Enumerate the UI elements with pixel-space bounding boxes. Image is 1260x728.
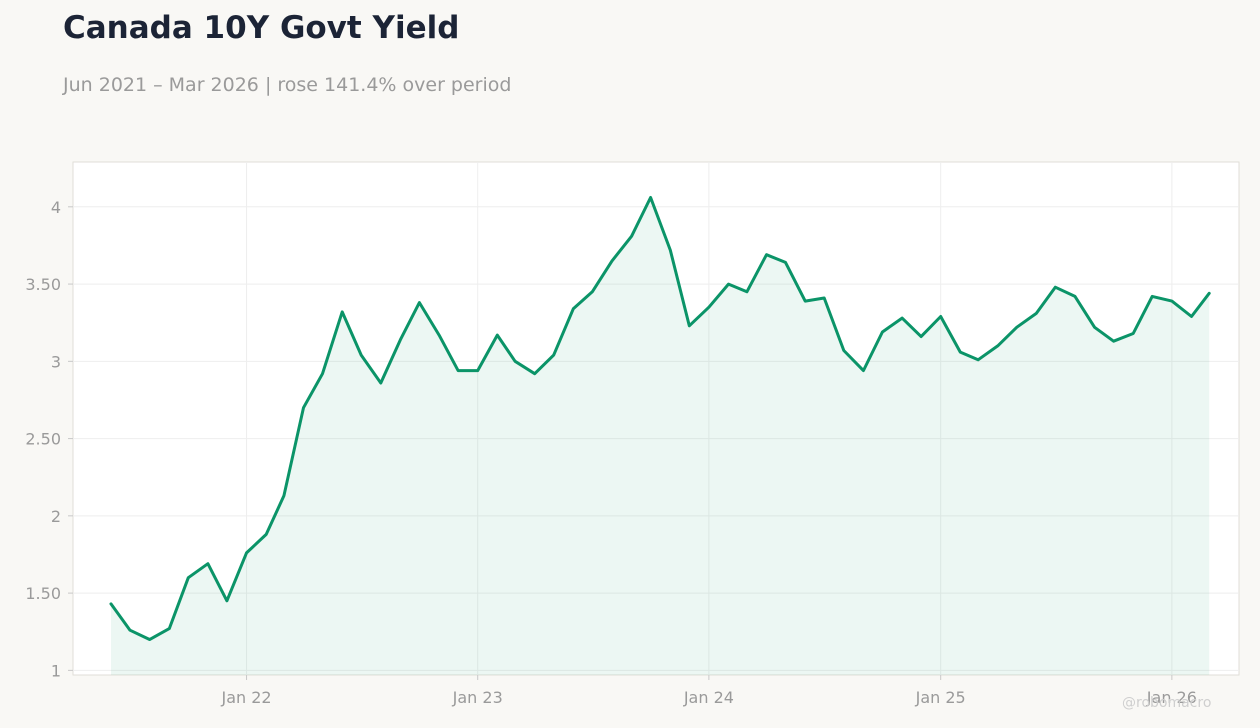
plot-area (72, 161, 1240, 676)
y-tick-label: 2 (51, 507, 61, 526)
x-tick-label: Jan 24 (683, 688, 734, 707)
y-tick-label: 2.50 (25, 430, 61, 449)
y-tick-label: 1 (51, 661, 61, 680)
y-tick-label: 3.50 (25, 275, 61, 294)
series-line (109, 196, 1211, 641)
y-tick-label: 3 (51, 352, 61, 371)
y-axis: 1 1.50 2 2.50 3 3.50 4 (25, 198, 73, 680)
x-tick-label: Jan 22 (220, 688, 271, 707)
x-tick-label: Jan 25 (915, 688, 966, 707)
y-tick-label: 4 (51, 198, 61, 217)
watermark: @robomacro (1122, 695, 1212, 711)
chart-subtitle: Jun 2021 – Mar 2026 | rose 141.4% over p… (63, 74, 512, 96)
grid-lines (73, 162, 1239, 675)
x-tick-label: Jan 26 (1146, 688, 1197, 707)
y-tick-label: 1.50 (25, 584, 61, 603)
x-axis: Jan 22 Jan 23 Jan 24 Jan 25 Jan 26 (220, 675, 1197, 707)
series-area-fill (111, 197, 1210, 675)
chart-title: Canada 10Y Govt Yield (63, 10, 460, 46)
x-tick-label: Jan 23 (452, 688, 503, 707)
